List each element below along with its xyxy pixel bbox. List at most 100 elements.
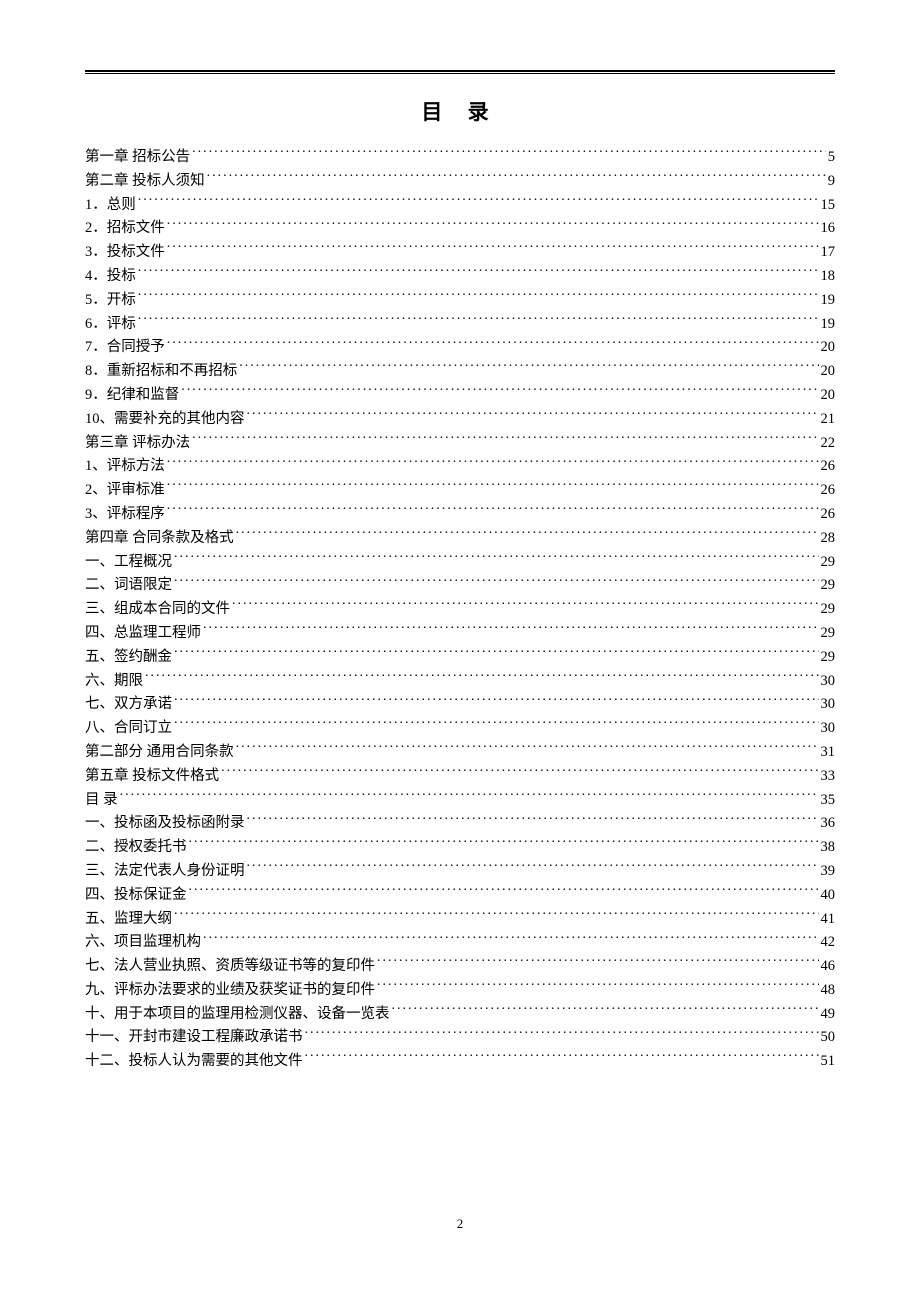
toc-page-number: 39 — [821, 860, 836, 884]
toc-leader-dots — [138, 289, 819, 304]
toc-page-number: 22 — [821, 432, 836, 456]
toc-entry: 第三章 评标办法 22 — [85, 432, 835, 456]
toc-page-number: 26 — [821, 503, 836, 527]
toc-page-number: 9 — [828, 170, 835, 194]
toc-entry: 第二章 投标人须知 9 — [85, 170, 835, 194]
toc-label: 3．投标文件 — [85, 241, 165, 265]
toc-leader-dots — [377, 956, 819, 971]
toc-leader-dots — [181, 384, 818, 399]
toc-page-number: 41 — [821, 908, 836, 932]
toc-leader-dots — [167, 503, 819, 518]
toc-label: 第三章 评标办法 — [85, 432, 190, 456]
toc-page-number: 46 — [821, 955, 836, 979]
toc-entry: 6．评标19 — [85, 313, 835, 337]
toc-page-number: 28 — [821, 527, 836, 551]
toc-label: 2．招标文件 — [85, 217, 165, 241]
toc-entry: 4．投标 18 — [85, 265, 835, 289]
toc-leader-dots — [247, 860, 819, 875]
toc-entry: 二、词语限定29 — [85, 574, 835, 598]
toc-leader-dots — [239, 361, 818, 376]
toc-page-number: 51 — [821, 1050, 836, 1074]
toc-entry: 三、组成本合同的文件 29 — [85, 598, 835, 622]
toc-leader-dots — [247, 408, 819, 423]
toc-leader-dots — [145, 670, 819, 685]
toc-label: 4．投标 — [85, 265, 136, 289]
toc-entry: 三、法定代表人身份证明 39 — [85, 860, 835, 884]
toc-entry: 第一章 招标公告5 — [85, 146, 835, 170]
toc-entry: 四、投标保证金40 — [85, 884, 835, 908]
toc-entry: 一、投标函及投标函附录36 — [85, 812, 835, 836]
toc-leader-dots — [247, 813, 819, 828]
toc-leader-dots — [174, 551, 819, 566]
table-of-contents: 第一章 招标公告5第二章 投标人须知91．总则152．招标文件163．投标文件1… — [85, 146, 835, 1074]
toc-leader-dots — [167, 337, 819, 352]
toc-leader-dots — [174, 694, 819, 709]
toc-label: 二、词语限定 — [85, 574, 172, 598]
toc-page-number: 33 — [821, 765, 836, 789]
toc-entry: 8．重新招标和不再招标20 — [85, 360, 835, 384]
toc-page-number: 50 — [821, 1026, 836, 1050]
toc-entry: 九、评标办法要求的业绩及获奖证书的复印件 48 — [85, 979, 835, 1003]
toc-entry: 十、用于本项目的监理用检测仪器、设备一览表49 — [85, 1003, 835, 1027]
toc-label: 四、总监理工程师 — [85, 622, 201, 646]
toc-label: 第二部分 通用合同条款 — [85, 741, 234, 765]
toc-label: 九、评标办法要求的业绩及获奖证书的复印件 — [85, 979, 375, 1003]
toc-label: 四、投标保证金 — [85, 884, 187, 908]
toc-leader-dots — [192, 147, 826, 162]
toc-leader-dots — [138, 194, 819, 209]
toc-label: 十二、投标人认为需要的其他文件 — [85, 1050, 303, 1074]
toc-entry: 十一、开封市建设工程廉政承诺书 50 — [85, 1026, 835, 1050]
toc-label: 五、监理大纲 — [85, 908, 172, 932]
toc-page-number: 29 — [821, 622, 836, 646]
toc-leader-dots — [203, 932, 819, 947]
page-title: 目 录 — [85, 96, 835, 126]
toc-entry: 五、监理大纲 41 — [85, 908, 835, 932]
toc-label: 五、签约酬金 — [85, 646, 172, 670]
toc-leader-dots — [167, 218, 819, 233]
toc-label: 七、双方承诺 — [85, 693, 172, 717]
toc-label: 六、期限 — [85, 670, 143, 694]
toc-entry: 2．招标文件16 — [85, 217, 835, 241]
toc-entry: 二、授权委托书38 — [85, 836, 835, 860]
toc-label: 第二章 投标人须知 — [85, 170, 205, 194]
toc-entry: 10、需要补充的其他内容21 — [85, 408, 835, 432]
toc-label: 三、法定代表人身份证明 — [85, 860, 245, 884]
toc-page-number: 20 — [821, 384, 836, 408]
toc-page-number: 18 — [821, 265, 836, 289]
toc-page-number: 29 — [821, 646, 836, 670]
toc-leader-dots — [120, 789, 819, 804]
toc-label: 十一、开封市建设工程廉政承诺书 — [85, 1026, 303, 1050]
toc-page-number: 31 — [821, 741, 836, 765]
toc-label: 三、组成本合同的文件 — [85, 598, 230, 622]
toc-page-number: 5 — [828, 146, 835, 170]
toc-entry: 五、签约酬金 29 — [85, 646, 835, 670]
toc-page-number: 21 — [821, 408, 836, 432]
toc-entry: 1、评标方法26 — [85, 455, 835, 479]
toc-leader-dots — [221, 765, 818, 780]
toc-page-number: 20 — [821, 336, 836, 360]
toc-leader-dots — [236, 527, 819, 542]
toc-leader-dots — [138, 265, 819, 280]
toc-leader-dots — [189, 837, 819, 852]
toc-page-number: 30 — [821, 693, 836, 717]
toc-label: 二、授权委托书 — [85, 836, 187, 860]
toc-label: 八、合同订立 — [85, 717, 172, 741]
toc-entry: 9．纪律和监督20 — [85, 384, 835, 408]
toc-entry: 5．开标19 — [85, 289, 835, 313]
toc-page-number: 19 — [821, 313, 836, 337]
toc-page-number: 29 — [821, 598, 836, 622]
toc-leader-dots — [207, 170, 826, 185]
toc-label: 2、评审标准 — [85, 479, 165, 503]
toc-label: 8．重新招标和不再招标 — [85, 360, 237, 384]
toc-page-number: 48 — [821, 979, 836, 1003]
toc-label: 第四章 合同条款及格式 — [85, 527, 234, 551]
toc-leader-dots — [189, 884, 819, 899]
toc-page-number: 49 — [821, 1003, 836, 1027]
toc-page-number: 42 — [821, 931, 836, 955]
toc-page-number: 17 — [821, 241, 836, 265]
toc-entry: 十二、投标人认为需要的其他文件 51 — [85, 1050, 835, 1074]
toc-entry: 3、评标程序26 — [85, 503, 835, 527]
toc-entry: 目 录35 — [85, 789, 835, 813]
toc-page-number: 15 — [821, 194, 836, 218]
toc-label: 1、评标方法 — [85, 455, 165, 479]
